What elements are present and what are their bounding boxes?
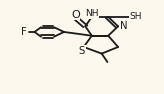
Text: F: F <box>21 27 27 37</box>
Text: S: S <box>79 46 85 56</box>
Text: NH: NH <box>85 9 99 18</box>
Text: SH: SH <box>130 12 142 21</box>
Text: O: O <box>71 10 80 20</box>
Text: N: N <box>120 21 128 31</box>
